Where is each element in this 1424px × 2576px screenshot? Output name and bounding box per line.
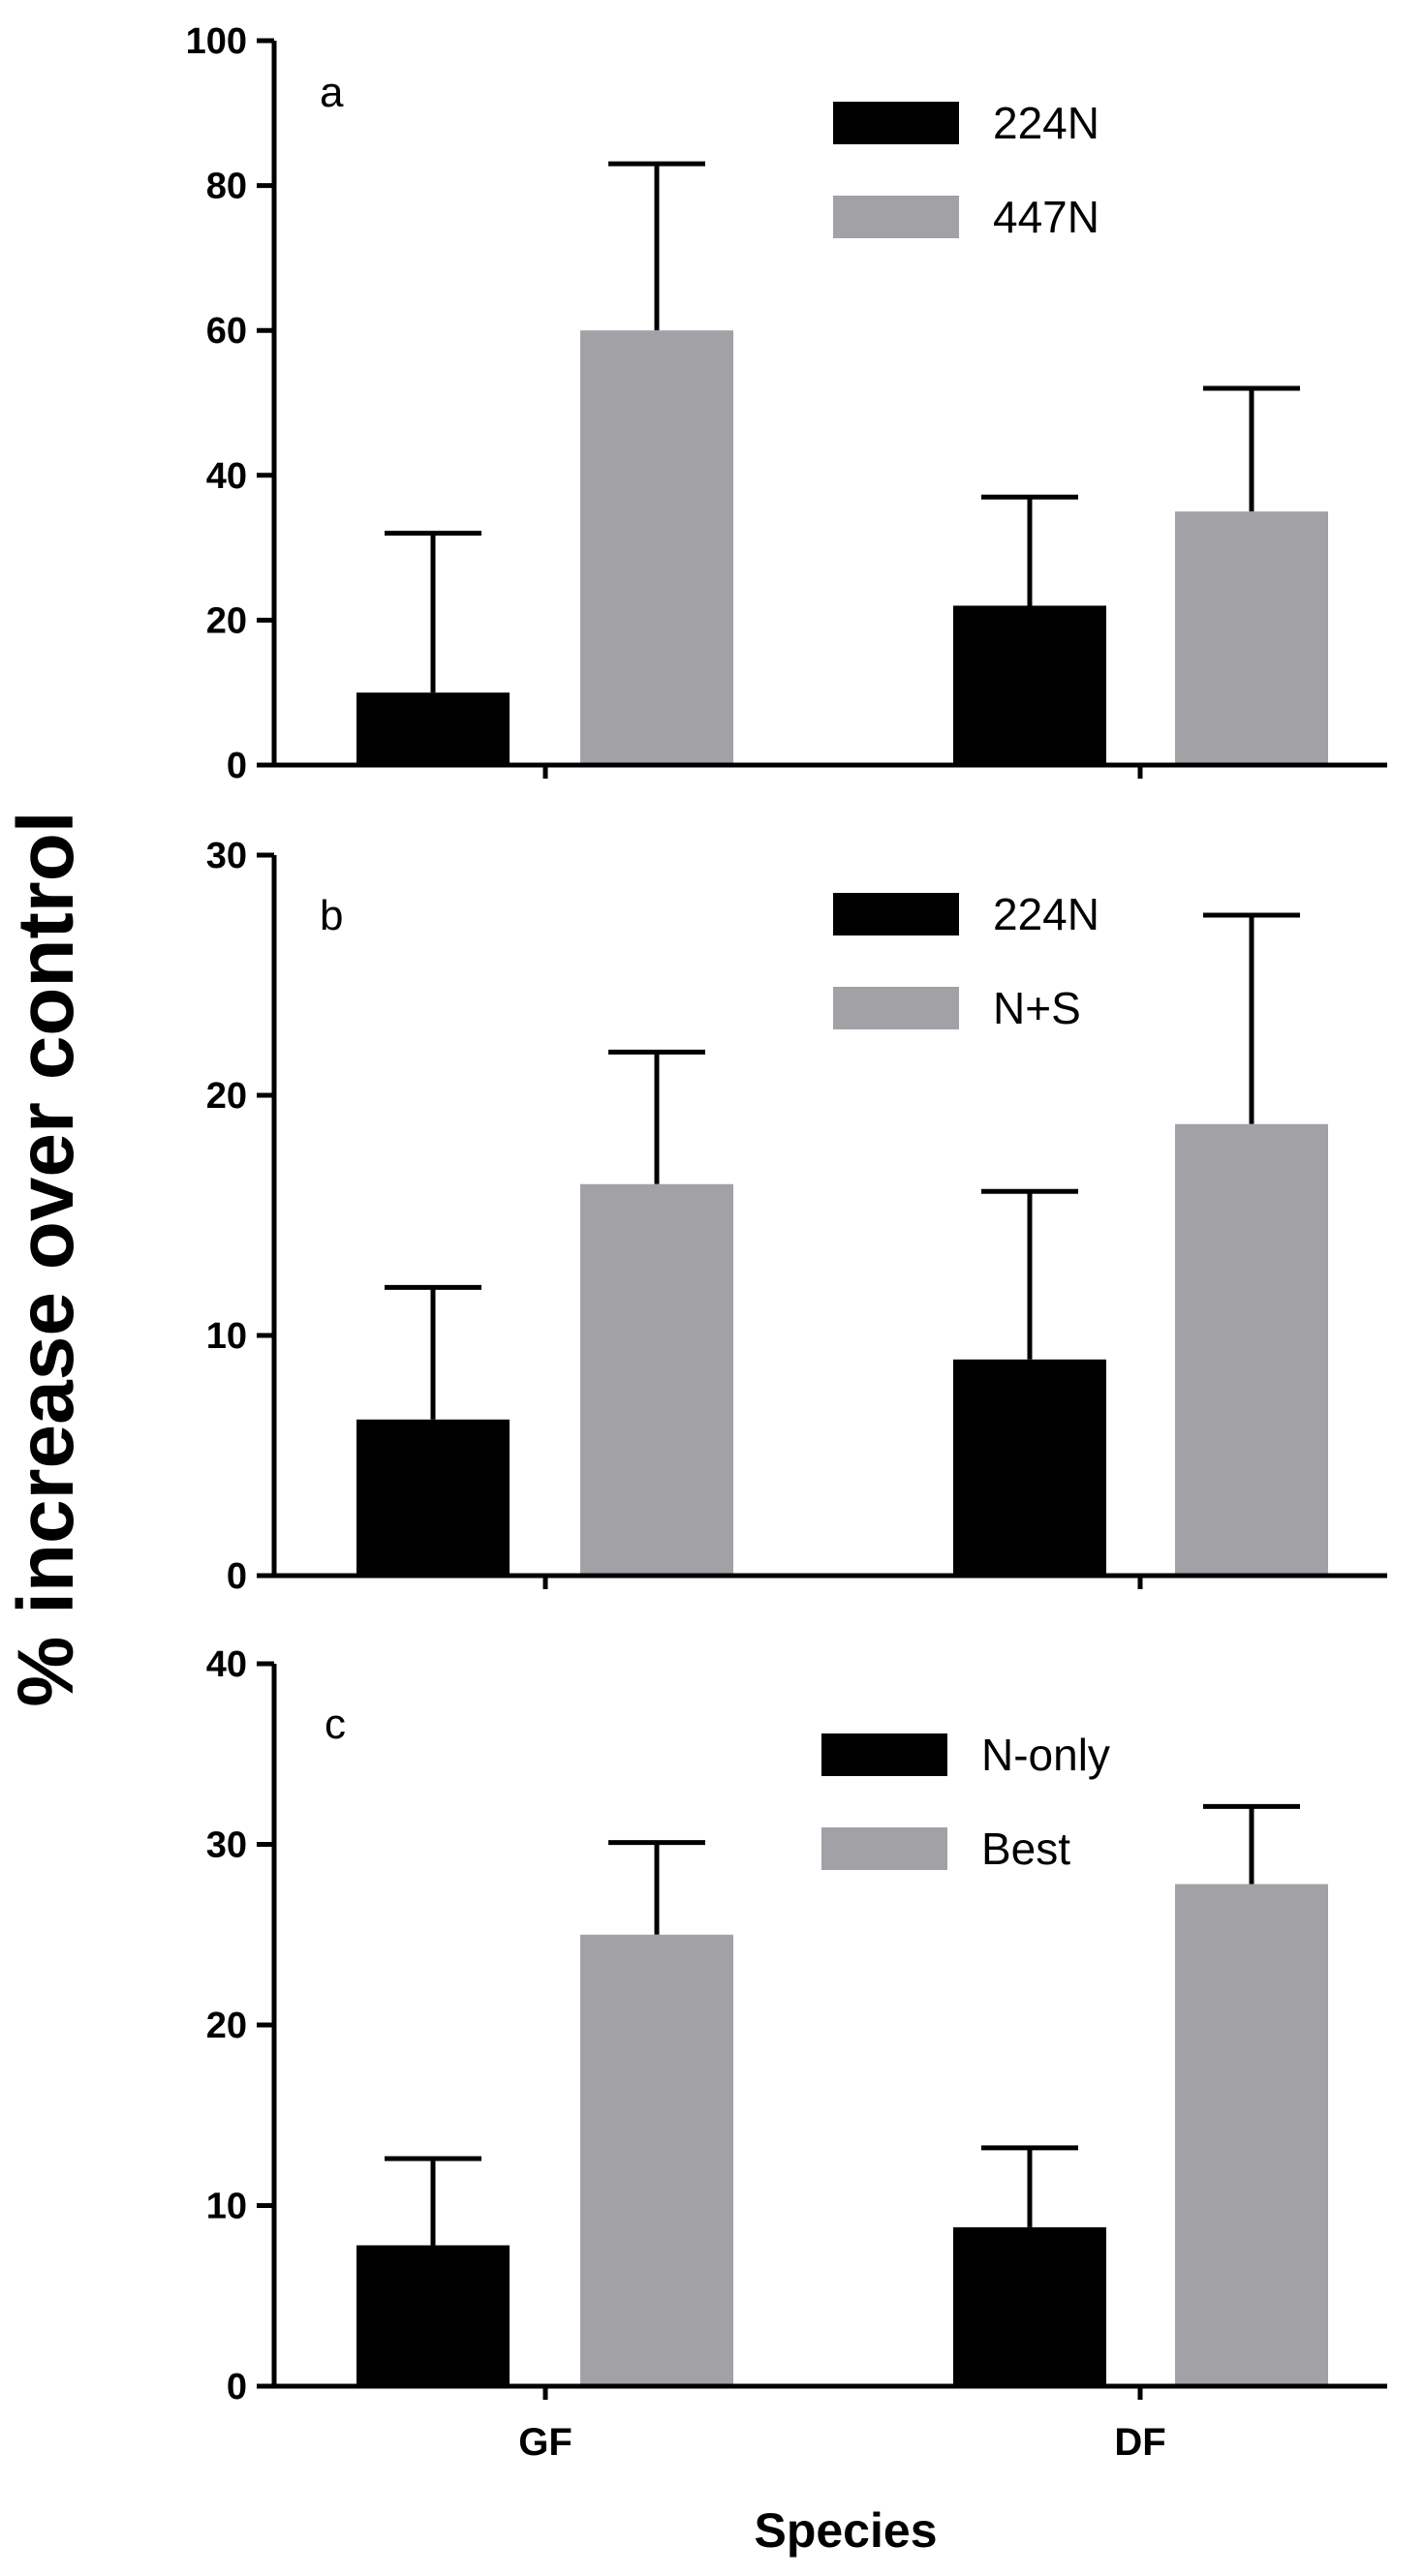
y-tick-label: 30 xyxy=(206,836,247,876)
y-tick-label: 0 xyxy=(227,2367,247,2407)
legend-label: N+S xyxy=(993,983,1081,1033)
y-tick-label: 60 xyxy=(206,311,247,352)
panel-letter: a xyxy=(320,69,344,116)
y-tick-label: 40 xyxy=(206,456,247,497)
y-tick-label: 40 xyxy=(206,1644,247,1685)
panel-b: 0 10 20 30 b 224N N+S xyxy=(206,836,1387,1597)
panel-a: 0 20 40 60 80 100 a 224N 447N xyxy=(186,21,1387,786)
legend-label: 447N xyxy=(993,192,1099,242)
legend-label: 224N xyxy=(993,889,1099,939)
bar-447N-GF xyxy=(580,330,733,765)
legend: N-only Best xyxy=(821,1730,1110,1874)
legend-swatch xyxy=(833,102,959,144)
legend: 224N 447N xyxy=(833,98,1099,242)
bar-Best-DF xyxy=(1175,1884,1328,2386)
bar-N-only-GF xyxy=(356,2245,510,2386)
legend-swatch xyxy=(833,893,959,935)
y-tick-label: 10 xyxy=(206,1316,247,1357)
panel-c: 0 10 20 30 40 c N-only Best xyxy=(206,1644,1387,2407)
legend-label: Best xyxy=(981,1824,1070,1874)
x-axis-title: Species xyxy=(754,2503,937,2558)
legend-swatch xyxy=(833,987,959,1029)
bar-224N-DF xyxy=(953,605,1106,765)
bar-N+S-DF xyxy=(1175,1123,1328,1576)
bar-Best-GF xyxy=(580,1934,733,2386)
y-axis-title: % increase over control xyxy=(2,811,90,1706)
bar-N-only-DF xyxy=(953,2226,1106,2386)
y-tick-label: 100 xyxy=(186,21,247,62)
legend: 224N N+S xyxy=(833,889,1099,1033)
panel-letter: c xyxy=(325,1701,346,1748)
bar-447N-DF xyxy=(1175,511,1328,765)
panel-letter: b xyxy=(320,892,343,939)
panels: 0 20 40 60 80 100 a 224N 447N 0 10 20 30 b 224N N+S 0 10 2… xyxy=(186,21,1387,2464)
legend-swatch xyxy=(821,1827,947,1870)
legend-swatch xyxy=(821,1733,947,1776)
bar-224N-DF xyxy=(953,1359,1106,1576)
y-tick-label: 80 xyxy=(206,167,247,207)
y-tick-label: 0 xyxy=(227,746,247,786)
bar-224N-GF xyxy=(356,692,510,765)
legend-label: 224N xyxy=(993,98,1099,148)
y-tick-label: 20 xyxy=(206,2006,247,2046)
y-tick-label: 20 xyxy=(206,600,247,641)
legend-swatch xyxy=(833,196,959,238)
x-category-label: GF xyxy=(518,2421,573,2464)
legend-label: N-only xyxy=(981,1730,1110,1780)
y-tick-label: 10 xyxy=(206,2187,247,2227)
y-tick-label: 20 xyxy=(206,1076,247,1117)
x-category-label: DF xyxy=(1114,2421,1165,2464)
bar-224N-GF xyxy=(356,1419,510,1576)
y-tick-label: 0 xyxy=(227,1556,247,1597)
bar-N+S-GF xyxy=(580,1183,733,1576)
y-tick-label: 30 xyxy=(206,1825,247,1866)
